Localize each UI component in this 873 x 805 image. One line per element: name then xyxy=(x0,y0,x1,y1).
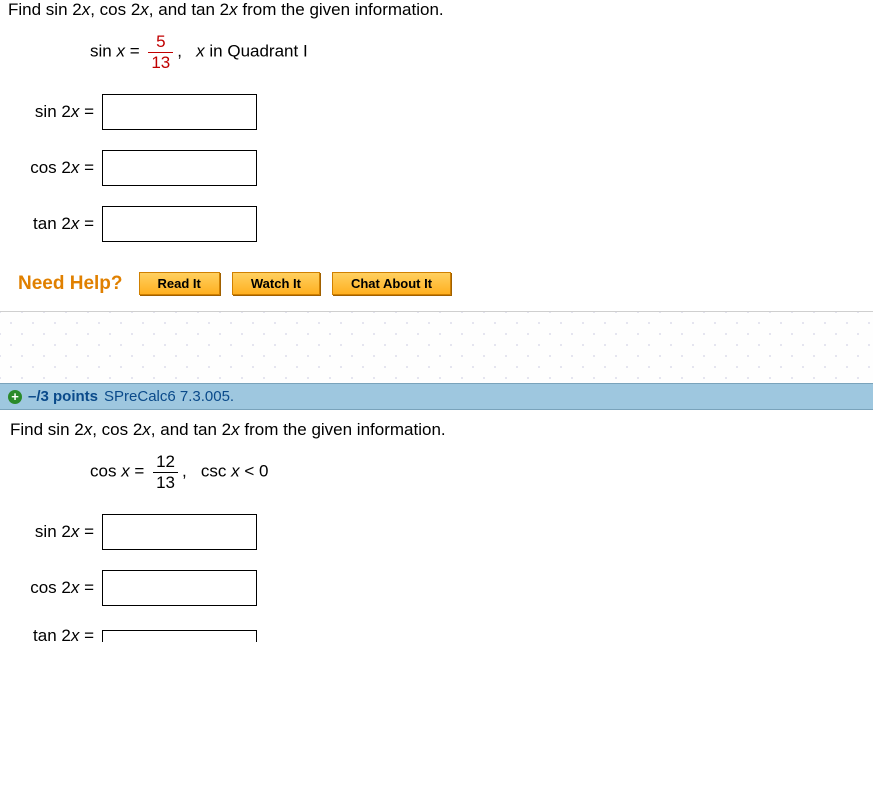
points-label: –/3 points xyxy=(28,388,98,405)
text: = xyxy=(79,102,94,121)
text: = xyxy=(125,42,144,61)
text: csc xyxy=(201,462,231,481)
label: tan 2x = xyxy=(14,214,94,234)
text: = xyxy=(79,578,94,597)
numerator: 5 xyxy=(148,32,173,52)
text: , cos 2 xyxy=(92,420,142,439)
text: tan 2 xyxy=(33,626,71,645)
text: sin 2 xyxy=(35,102,71,121)
text: sin 2 xyxy=(35,522,71,541)
text: from the given information. xyxy=(240,420,446,439)
text: cos 2 xyxy=(30,578,71,597)
var: x xyxy=(121,462,130,481)
need-help-label: Need Help? xyxy=(18,273,123,295)
expand-icon[interactable]: + xyxy=(8,390,22,404)
cos2x-input[interactable] xyxy=(102,570,257,606)
answer-row-tan2x: tan 2x = xyxy=(0,196,873,252)
sin2x-input[interactable] xyxy=(102,514,257,550)
numerator: 12 xyxy=(153,452,178,472)
question-2: Find sin 2x, cos 2x, and tan 2x from the… xyxy=(0,410,873,646)
answer-row-cos2x: cos 2x = xyxy=(0,560,873,616)
text: , and tan 2 xyxy=(151,420,231,439)
var: x xyxy=(84,420,93,439)
text: Find sin 2 xyxy=(10,420,84,439)
text: in Quadrant I xyxy=(205,42,308,61)
question-header: + –/3 points SPreCalc6 7.3.005. xyxy=(0,383,873,410)
q1-given: sin x = 513, x in Quadrant I xyxy=(0,24,873,84)
text: = xyxy=(79,214,94,233)
spacer xyxy=(0,311,873,383)
chat-about-it-button[interactable]: Chat About It xyxy=(332,272,451,295)
fraction: 513 xyxy=(148,32,173,72)
denominator: 13 xyxy=(153,472,178,493)
label: cos 2x = xyxy=(14,578,94,598)
q1-prompt: Find sin 2x, cos 2x, and tan 2x from the… xyxy=(0,0,873,24)
text: = xyxy=(79,158,94,177)
text: , cos 2 xyxy=(90,0,140,19)
label: sin 2x = xyxy=(14,522,94,542)
text: sin xyxy=(90,42,116,61)
answer-row-cos2x: cos 2x = xyxy=(0,140,873,196)
label: sin 2x = xyxy=(14,102,94,122)
text: from the given information. xyxy=(238,0,444,19)
var: x xyxy=(142,420,151,439)
text: = xyxy=(79,626,94,645)
answer-row-sin2x: sin 2x = xyxy=(0,84,873,140)
label: tan 2x = xyxy=(14,626,94,646)
var: x xyxy=(140,0,149,19)
tan2x-input[interactable] xyxy=(102,206,257,242)
var: x xyxy=(116,42,125,61)
text: = xyxy=(130,462,149,481)
text: = xyxy=(79,522,94,541)
label: cos 2x = xyxy=(14,158,94,178)
var: x xyxy=(229,0,238,19)
tan2x-input[interactable] xyxy=(102,630,257,642)
comma: , xyxy=(177,42,182,61)
text: cos xyxy=(90,462,121,481)
answer-row-tan2x: tan 2x = xyxy=(0,616,873,646)
var: x xyxy=(231,462,240,481)
var: x xyxy=(82,0,91,19)
text: Find sin 2 xyxy=(8,0,82,19)
watch-it-button[interactable]: Watch It xyxy=(232,272,320,295)
need-help-row: Need Help? Read It Watch It Chat About I… xyxy=(0,252,873,311)
answer-row-sin2x: sin 2x = xyxy=(0,504,873,560)
read-it-button[interactable]: Read It xyxy=(139,272,220,295)
q2-given: cos x = 1213, csc x < 0 xyxy=(0,444,873,504)
text: < 0 xyxy=(240,462,269,481)
denominator: 13 xyxy=(148,52,173,73)
comma: , xyxy=(182,462,187,481)
text: tan 2 xyxy=(33,214,71,233)
question-ref: SPreCalc6 7.3.005. xyxy=(104,388,234,405)
q2-prompt: Find sin 2x, cos 2x, and tan 2x from the… xyxy=(0,420,873,444)
fraction: 1213 xyxy=(153,452,178,492)
cos2x-input[interactable] xyxy=(102,150,257,186)
text: cos 2 xyxy=(30,158,71,177)
var: x xyxy=(231,420,240,439)
sin2x-input[interactable] xyxy=(102,94,257,130)
question-1: Find sin 2x, cos 2x, and tan 2x from the… xyxy=(0,0,873,311)
var: x xyxy=(196,42,205,61)
text: , and tan 2 xyxy=(149,0,229,19)
